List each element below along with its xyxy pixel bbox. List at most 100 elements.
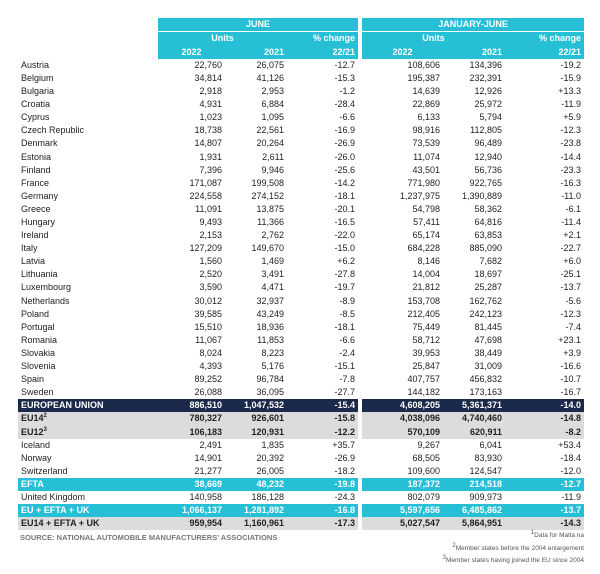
value-cell: 140,958: [189, 491, 222, 502]
value-cell: -14.4: [560, 151, 582, 162]
value-cell: -28.4: [334, 99, 356, 110]
value-cell: 31,009: [474, 361, 503, 372]
label-text: Spain: [21, 374, 45, 385]
spacer: [358, 268, 363, 282]
value-cell: 1,160,961: [225, 517, 287, 531]
value-cell: 407,757: [407, 374, 441, 385]
value-cell: -22.0: [334, 230, 356, 241]
value-cell: -16.8: [287, 504, 359, 518]
value-cell: 41,126: [256, 72, 284, 83]
value-cell: 173,163: [469, 387, 503, 398]
value-cell: 1,066,137: [158, 504, 225, 518]
value-cell: -16.7: [560, 387, 582, 398]
spacer: [358, 477, 363, 491]
label-text: Latvia: [21, 256, 46, 267]
value-cell: 81,445: [474, 321, 503, 332]
value-cell: 6,485,862: [443, 504, 506, 518]
value-cell: 4,608,205: [362, 399, 444, 413]
label-text: EFTA: [21, 478, 44, 489]
label-text: Greece: [21, 203, 51, 214]
value-cell: 38,449: [474, 347, 503, 358]
value-cell: 5,597,656: [362, 504, 444, 518]
value-cell: -14.3: [505, 517, 585, 531]
value-cell: 68,505: [412, 452, 441, 463]
value-cell: 26,005: [256, 465, 284, 476]
table-row: Ireland 2,153 2,762 -22.0 65,174 63,853 +2.1: [18, 229, 584, 243]
spacer: [358, 399, 363, 413]
value-cell: 64,816: [474, 217, 503, 228]
label-text: Germany: [21, 190, 59, 201]
value-cell: -23.3: [560, 164, 582, 175]
value-cell: -24.3: [334, 491, 356, 502]
label-text: Denmark: [21, 138, 58, 149]
value-cell: 3,491: [261, 269, 284, 280]
label-text: Austria: [21, 59, 50, 70]
value-cell: -13.7: [560, 282, 582, 293]
footnote-text: Data for Malta na: [534, 532, 584, 540]
header-cell: Units: [362, 31, 506, 46]
table-row: Romania 11,067 11,853 -6.6 58,712 47,698 +23.1: [18, 333, 584, 347]
footnote-mark: 3: [442, 555, 446, 562]
value-cell: 5,027,547: [362, 517, 444, 531]
value-cell: 108,606: [407, 59, 441, 70]
table-row: Italy 127,209 149,670 -15.0 684,228 885,090 -2…: [18, 242, 584, 256]
table-row: Germany 224,558 274,152 -18.1 1,237,975 1,390…: [18, 189, 584, 203]
value-cell: 43,249: [256, 308, 284, 319]
header-cell: 2022: [362, 45, 444, 59]
value-cell: 22,869: [412, 99, 441, 110]
table-row: Lithuania 2,520 3,491 -27.8 14,004 18,697 -25.…: [18, 268, 584, 282]
table-row: Slovakia 8,024 8,223 -2.4 39,953 38,449 +3.9: [18, 346, 584, 361]
value-cell: 47,698: [474, 334, 503, 345]
spacer: [358, 490, 363, 505]
value-cell: -15.1: [334, 361, 356, 372]
value-cell: 9,493: [199, 217, 222, 228]
value-cell: 959,954: [158, 517, 225, 531]
label-text: EU14: [21, 413, 44, 424]
spacer: [358, 71, 363, 86]
value-cell: -15.0: [334, 243, 356, 254]
value-cell: 43,501: [412, 164, 441, 175]
value-cell: 11,067: [195, 334, 222, 345]
value-cell: 8,223: [261, 347, 284, 358]
value-cell: 232,391: [469, 72, 503, 83]
value-cell: -12.7: [334, 59, 356, 70]
value-cell: 124,547: [469, 465, 503, 476]
value-cell: -27.8: [334, 269, 356, 280]
page: JUNE JANUARY-JUNE Units% change Units% cha…: [18, 18, 585, 568]
spacer: [358, 333, 363, 347]
value-cell: 14,807: [194, 138, 222, 149]
value-cell: 771,980: [407, 177, 441, 188]
value-cell: 9,267: [417, 439, 441, 450]
table-row: Netherlands 30,012 32,937 -8.9 153,708 162,76…: [18, 294, 584, 308]
value-cell: -20.1: [334, 203, 356, 214]
value-cell: 134,396: [469, 59, 503, 70]
value-cell: 127,209: [189, 243, 222, 254]
value-cell: 73,539: [412, 138, 441, 149]
footnote-mark: 2: [452, 542, 456, 549]
table-row: Finland 7,396 9,946 -25.6 43,501 56,736 -23.3: [18, 163, 584, 177]
value-cell: 570,109: [362, 425, 444, 439]
value-cell: 106,183: [158, 425, 225, 439]
value-cell: -18.4: [560, 452, 582, 463]
value-cell: +53.4: [558, 439, 582, 450]
row-label: Czech Republic: [18, 124, 158, 137]
label-text: Lithuania: [21, 269, 58, 280]
value-cell: -19.2: [560, 59, 582, 70]
value-cell: 2,611: [262, 151, 284, 162]
value-cell: 909,973: [469, 491, 503, 502]
value-cell: 22,561: [256, 125, 284, 136]
value-cell: 885,090: [469, 243, 503, 254]
value-cell: 4,393: [199, 361, 222, 372]
value-cell: -15.9: [560, 72, 582, 83]
value-cell: 274,152: [251, 190, 284, 201]
label-text: United Kingdom: [21, 491, 86, 502]
value-cell: 39,953: [412, 347, 441, 358]
spacer: [358, 294, 363, 308]
value-cell: 5,864,951: [443, 517, 506, 531]
value-cell: 4,740,460: [443, 412, 506, 426]
table-row: EFTA 38,669 48,232 -19.8 187,372 214,518 -12.7: [18, 477, 585, 491]
table-row: Greece 11,091 13,875 -20.1 54,798 58,362 -6.1: [18, 202, 584, 217]
value-cell: -11.9: [561, 491, 582, 502]
value-cell: 32,937: [256, 295, 284, 306]
spacer: [358, 58, 363, 72]
